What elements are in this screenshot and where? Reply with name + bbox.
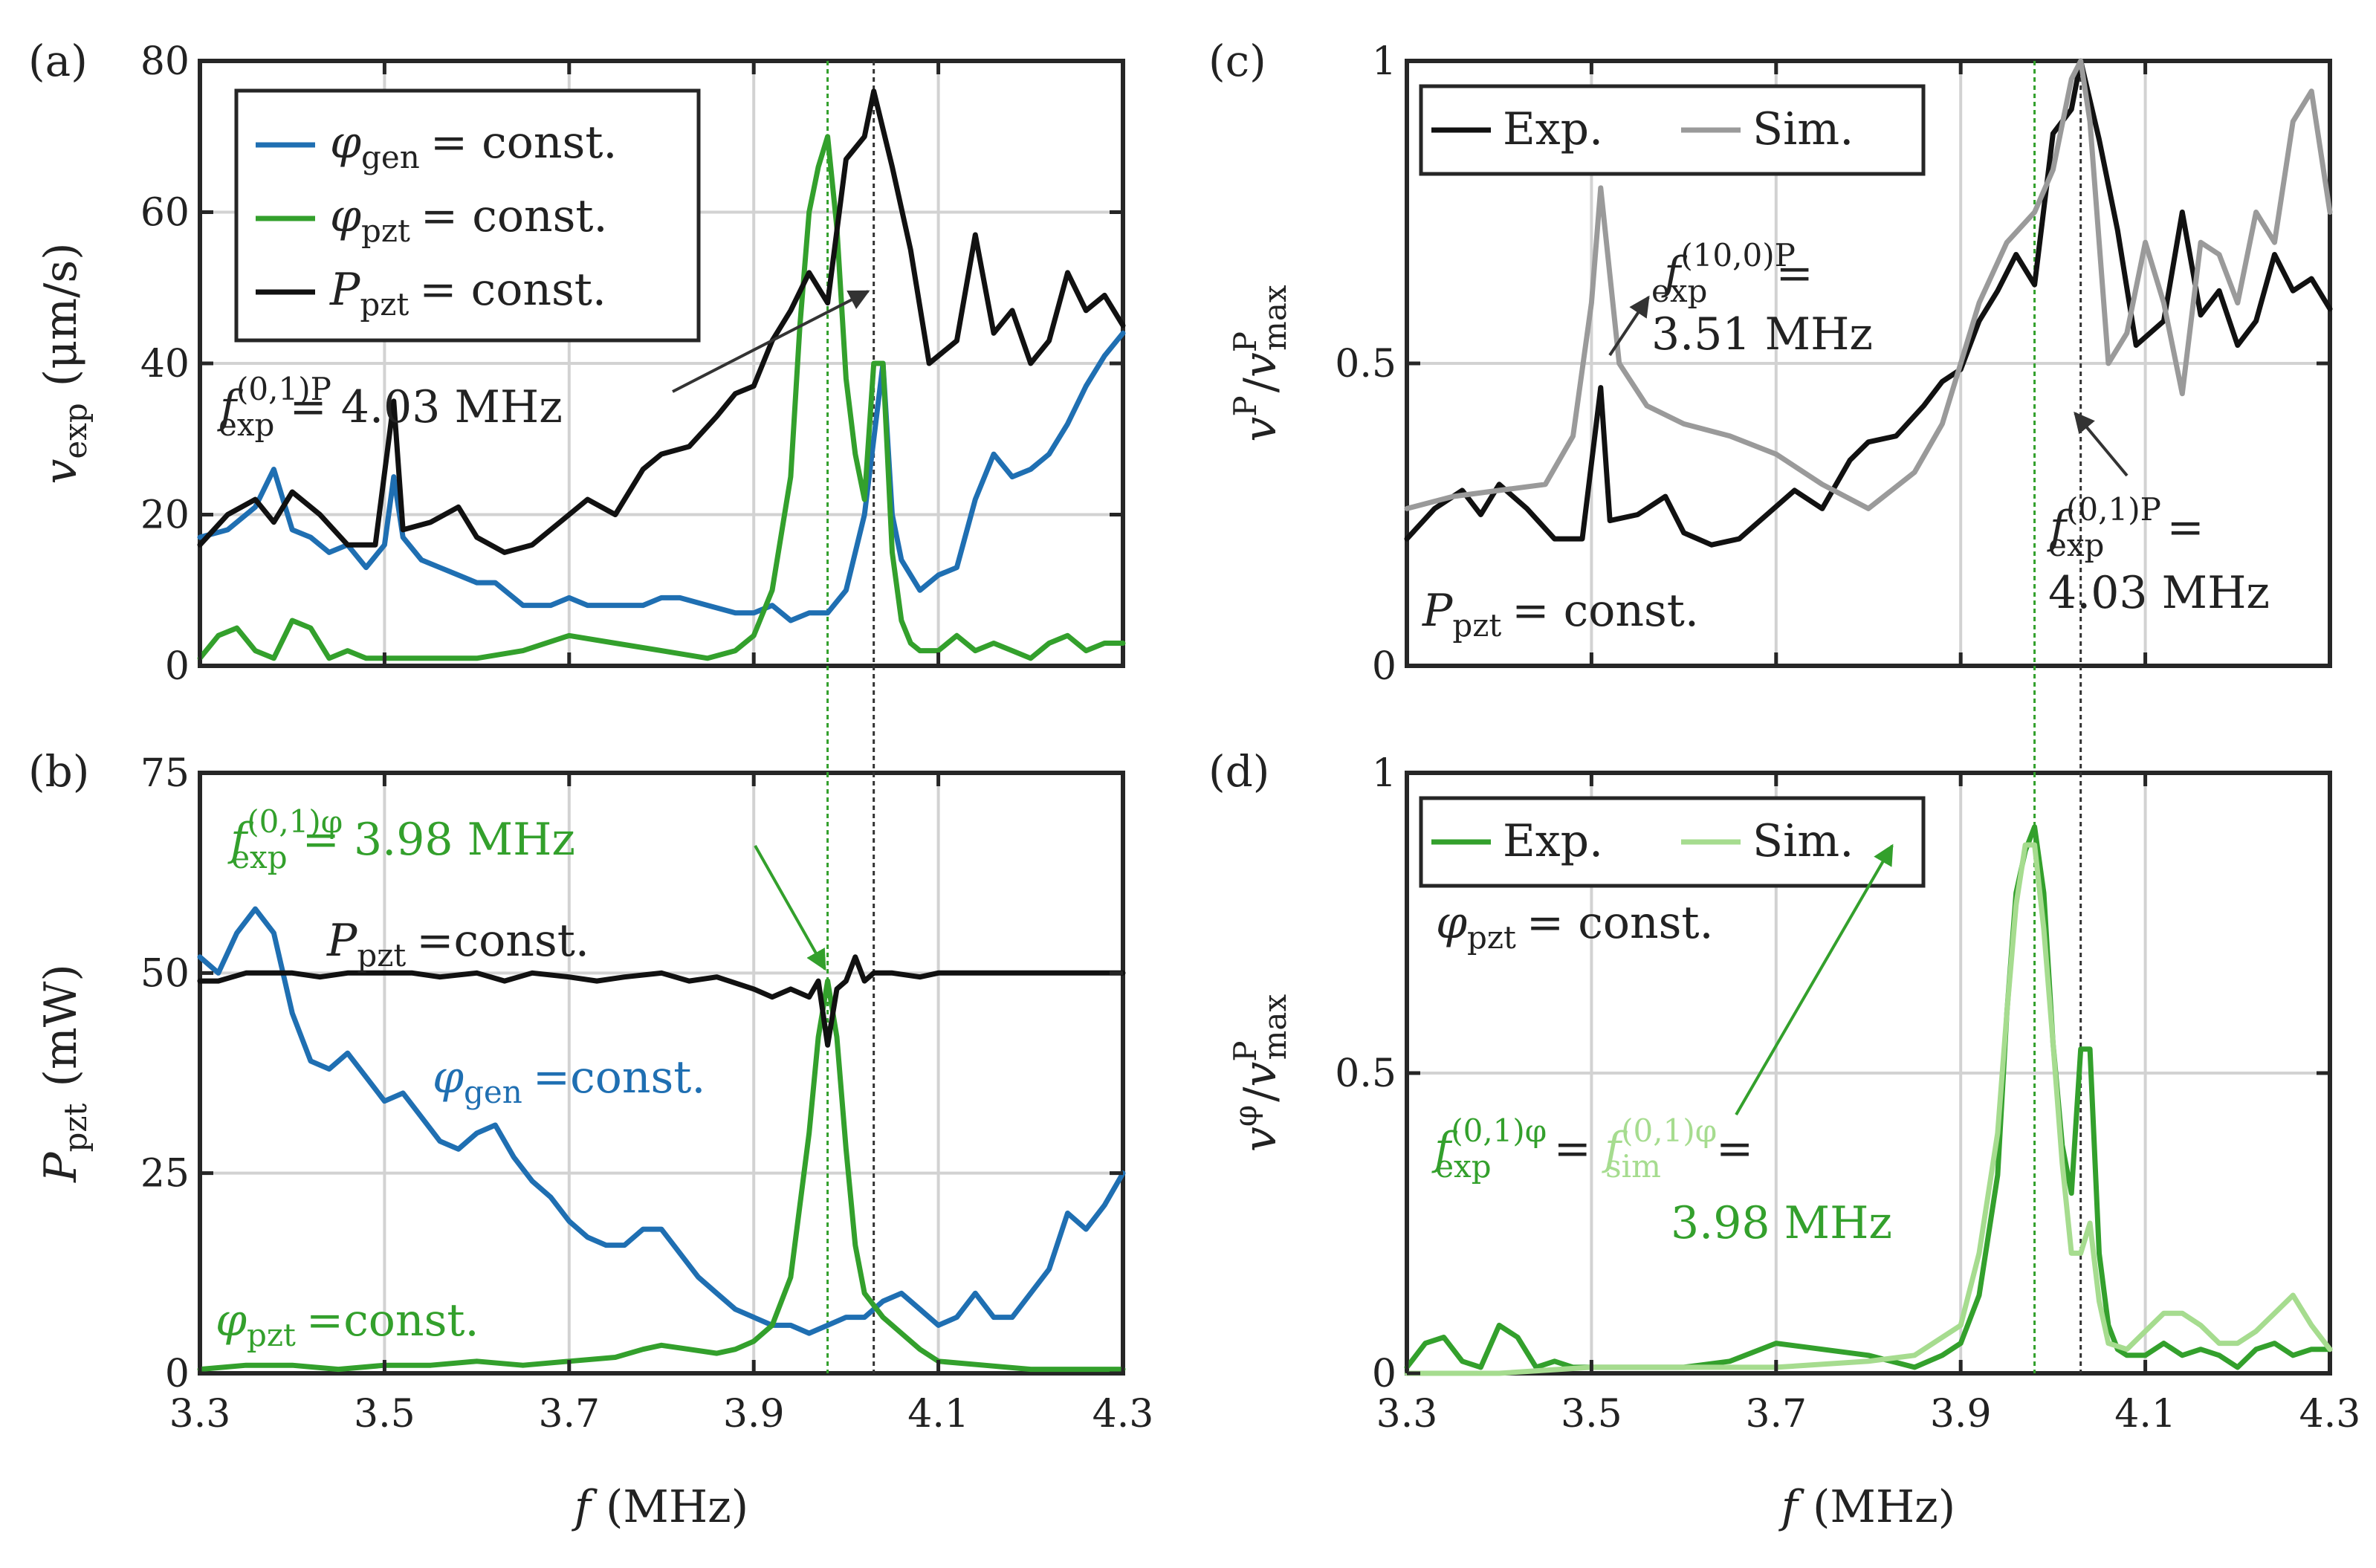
panel-c-annotation-1-line2: 3.51 MHz	[1651, 308, 1873, 360]
panel-b-annotation: f(0,1)φ exp = 3.98 MHz	[227, 803, 575, 875]
panel-c: (c) 00.51 vP/vPmax Exp. Sim. Ppzt = const…	[1208, 36, 2333, 689]
x-tick-label: 3.9	[1930, 1392, 1992, 1436]
panel-a-legend: φgen = const. φpzt = const. Ppzt = const.	[234, 88, 701, 343]
legend-entry-2: φpzt = const.	[330, 190, 608, 249]
y-tick-label: 40	[140, 342, 190, 386]
y-tick-label: 0.5	[1335, 342, 1396, 386]
panel-c-yticks: 00.51	[1335, 39, 1396, 689]
x-tick-label: 3.7	[1745, 1392, 1807, 1436]
y-tick-label: 0	[1372, 644, 1396, 689]
panel-c-series	[1404, 58, 2333, 548]
panel-c-legend: Exp. Sim.	[1419, 84, 1926, 176]
panel-d-series	[1404, 824, 2333, 1376]
x-tick-label: 4.1	[2114, 1392, 2176, 1436]
panel-b-xticks: 3.3 3.5 3.7 3.9 4.1 4.3	[169, 1392, 1154, 1436]
panel-c-condition: Ppzt = const.	[1422, 585, 1699, 644]
panel-label-d: (d)	[1208, 746, 1269, 797]
panel-b-vlines	[826, 773, 875, 1373]
panel-label-b: (b)	[28, 746, 89, 797]
panel-d-xlabel: f (MHz)	[1778, 1481, 1955, 1533]
panel-label-a: (a)	[28, 36, 88, 86]
panel-b-ylabel: Ppzt(mW)	[35, 964, 94, 1183]
panel-c-annotation-2-line2: 4.03 MHz	[2048, 567, 2270, 619]
x-tick-label: 3.5	[354, 1392, 415, 1436]
panel-d-xticks: 3.3 3.5 3.7 3.9 4.1 4.3	[1376, 1392, 2361, 1436]
panel-d-legend-exp: Exp.	[1503, 815, 1603, 867]
y-tick-label: 20	[140, 493, 190, 538]
x-tick-label: 4.3	[2299, 1392, 2361, 1436]
panel-b-frame	[198, 771, 1125, 1376]
series-line-black	[197, 954, 1126, 1048]
y-tick-label: 0	[1372, 1352, 1396, 1396]
panel-c-ylabel: vP/vPmax	[1227, 285, 1293, 441]
x-tick-label: 3.3	[1376, 1392, 1438, 1436]
panel-c-vlines	[2033, 61, 2082, 666]
panel-d-ylabel: vφ/vPmax	[1227, 994, 1293, 1153]
series-line-black	[1404, 58, 2333, 548]
panel-d-annotation-line1: f(0,1)φ exp = f(0,1)φ sim =	[1431, 1112, 1753, 1185]
y-tick-label: 80	[140, 39, 190, 84]
panel-b-yticks: 0 25 50 75	[140, 751, 190, 1396]
y-tick-label: 1	[1372, 39, 1396, 84]
x-tick-label: 4.1	[907, 1392, 969, 1436]
panel-b-series	[197, 906, 1126, 1373]
legend-entry-3: Ppzt = const.	[329, 264, 606, 323]
series-line-green	[197, 134, 1126, 661]
x-tick-label: 4.3	[1092, 1392, 1154, 1436]
panel-a-annotation-arrow	[672, 290, 870, 393]
y-tick-label: 75	[140, 751, 190, 796]
panel-c-legend-exp: Exp.	[1503, 103, 1603, 155]
panel-d-legend: Exp. Sim.	[1419, 796, 1926, 888]
panel-c-annotation-1-line1: f(10,0)P exp =	[1651, 237, 1813, 309]
x-tick-label: 3.3	[169, 1392, 231, 1436]
panel-c-annotation-1-arrow	[1608, 295, 1650, 357]
panel-d-yticks: 00.51	[1335, 751, 1396, 1396]
series-line-lightgreen	[1404, 842, 2333, 1376]
series-line-gray	[1404, 58, 2333, 511]
x-tick-label: 3.7	[538, 1392, 600, 1436]
panel-a-series	[197, 88, 1126, 661]
panel-b-label-phipzt: φpzt =const.	[216, 1295, 479, 1353]
panel-c-annotation-2-line1: f(0,1)P exp =	[2047, 491, 2204, 563]
panel-b-annotation-arrow	[754, 845, 826, 971]
panel-c-legend-sim: Sim.	[1752, 103, 1854, 155]
panel-d: (d) 00.51 3.3 3.5 3.7 3.9 4.1 4.3 vφ/vPmax f(…	[1208, 746, 2360, 1533]
y-tick-label: 1	[1372, 751, 1396, 796]
panel-a: (a) 0 20 40 60 80 vexp(μm/s) φgen = const. φp…	[28, 36, 1126, 689]
y-tick-label: 0.5	[1335, 1052, 1396, 1096]
panel-a-yticks: 0 20 40 60 80	[140, 39, 190, 689]
panel-d-condition: φpzt = const.	[1436, 897, 1714, 956]
series-line-blue	[197, 330, 1126, 623]
x-tick-label: 3.5	[1561, 1392, 1622, 1436]
panel-d-vlines	[2033, 773, 2082, 1373]
y-tick-label: 60	[140, 191, 190, 236]
panel-b-label-ppzt: Ppzt =const.	[326, 915, 589, 973]
panel-a-annotation: f(0,1)P exp = 4.03 MHz	[217, 371, 563, 443]
panel-a-ylabel: vexp(μm/s)	[35, 242, 94, 484]
series-line-green	[197, 978, 1126, 1373]
panel-d-annotation-arrow	[1735, 843, 1894, 1116]
y-tick-label: 25	[140, 1152, 190, 1196]
panel-d-legend-sim: Sim.	[1752, 815, 1854, 867]
panel-b-label-phigen: φgen =const.	[433, 1052, 705, 1110]
series-line-blue	[197, 906, 1126, 1336]
panel-d-annotation-line2: 3.98 MHz	[1671, 1197, 1892, 1249]
legend-entry-1: φgen = const.	[330, 117, 618, 175]
panel-label-c: (c)	[1208, 36, 1266, 86]
y-tick-label: 0	[165, 1352, 190, 1396]
x-tick-label: 3.9	[723, 1392, 785, 1436]
y-tick-label: 0	[165, 644, 190, 689]
panel-b-xlabel: f (MHz)	[572, 1481, 748, 1533]
panel-c-annotation-2-arrow	[2074, 411, 2129, 477]
y-tick-label: 50	[140, 951, 190, 996]
series-line-black	[197, 88, 1126, 555]
